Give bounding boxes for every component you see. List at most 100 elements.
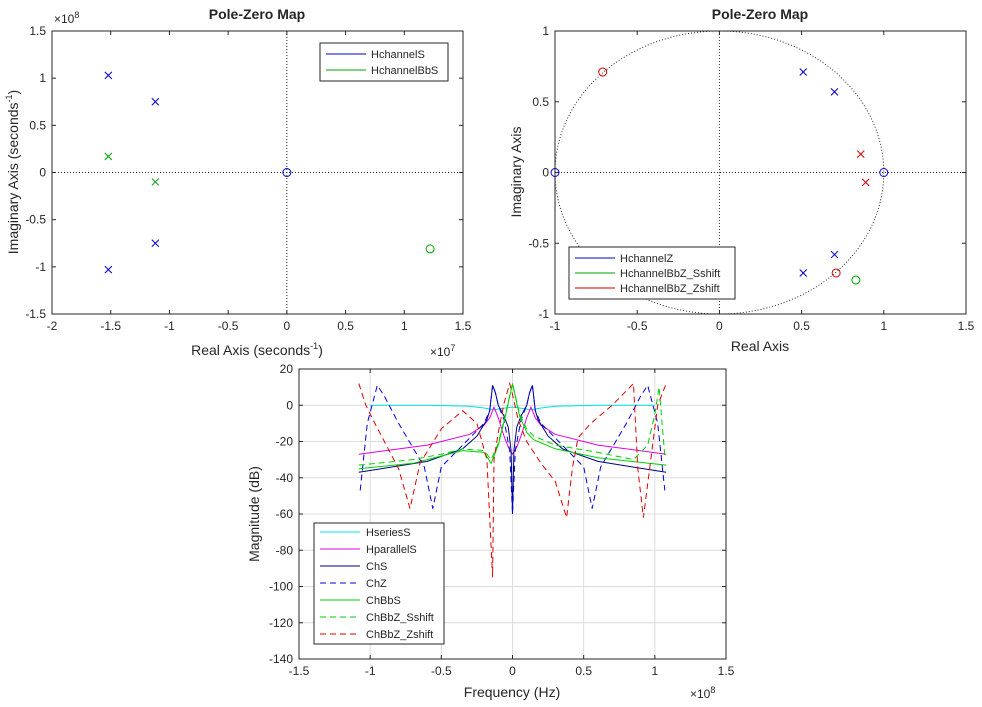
legend-label: HseriesS: [366, 527, 411, 539]
y-tick-label: -40: [276, 471, 294, 485]
y-tick-label: -0.5: [528, 236, 549, 250]
markers: [52, 31, 463, 314]
y-tick-labels: 1 0.5 0 -0.5 -1: [528, 24, 966, 321]
y-axis-label: Imaginary Axis (seconds-1): [4, 90, 21, 254]
series-line-ChS: [358, 385, 667, 515]
x-tick-labels: -1.5 -1 -0.5 0 0.5 1 1.5: [289, 369, 735, 678]
y-tick-label: -100: [269, 580, 293, 594]
x-tick-label: 0: [284, 319, 291, 333]
x-tick-label: 0.5: [793, 319, 810, 333]
y-tick-label: 1.5: [29, 24, 46, 38]
plot-title: Pole-Zero Map: [712, 6, 808, 22]
y-axis-label: Imaginary Axis: [508, 126, 524, 217]
y-tick-label: 0: [286, 398, 293, 412]
unit-circle: [554, 30, 885, 315]
x-tick-label: 0.5: [337, 319, 354, 333]
y-tick-label: 0: [542, 166, 549, 180]
zero-marker: [282, 168, 292, 177]
x-tick-label: 1: [651, 664, 658, 678]
y-tick-label: -60: [276, 507, 294, 521]
plot-title: Pole-Zero Map: [209, 6, 305, 22]
y-tick-label: 0.5: [29, 118, 46, 132]
y-tick-labels: 20 0 -20 -40 -60 -80 -100 -120 -140: [269, 362, 726, 666]
x-axis-label: Real Axis: [731, 338, 789, 354]
x-tick-label: 1: [401, 319, 408, 333]
zero-marker: [831, 268, 841, 278]
zero-marker: [550, 168, 560, 177]
y-tick-label: -120: [269, 616, 293, 630]
legend-label: ChBbS: [366, 595, 401, 607]
x-tick-label: -1: [164, 319, 175, 333]
x-tick-labels: -2 -1.5 -1 -0.5 0 0.5 1 1.5: [47, 31, 472, 333]
y-tick-label: -1: [35, 260, 46, 274]
y-tick-label: 1: [542, 24, 549, 38]
x-tick-label: -0.5: [627, 319, 648, 333]
y-tick-label: -20: [276, 435, 294, 449]
series-line-ChZ: [359, 384, 666, 515]
pole-marker: [856, 150, 865, 158]
y-tick-label: 0: [39, 166, 46, 180]
legend-label: HparallelS: [366, 544, 417, 556]
y-tick-label: -140: [269, 652, 293, 666]
pole-marker: [799, 68, 808, 76]
pole-zero-map-s-plot: Pole-Zero Map -2 -1.5 -1 -0.5 0 0.5 1 1.5 1.510…: [4, 6, 472, 359]
y-axis-label: Magnitude (dB): [246, 466, 262, 562]
x-axis-label: Frequency (Hz): [464, 684, 560, 700]
x-tick-label: -0.5: [431, 664, 452, 678]
x-tick-label: 1: [880, 319, 887, 333]
x-tick-label: 0: [716, 319, 723, 333]
y-tick-label: 20: [280, 362, 294, 376]
pole-marker: [151, 178, 160, 186]
pole-marker: [151, 97, 160, 106]
x-tick-label: 1.5: [455, 319, 472, 333]
y-tick-label: 1: [39, 71, 46, 85]
pole-marker: [830, 250, 839, 259]
series-lines: [358, 381, 667, 578]
x-tick-label: -1: [365, 664, 376, 678]
magnitude-plot: -1.5 -1 -0.5 0 0.5 1 1.5 20 0 -20 -40 -60 -80 -100 -1…: [246, 362, 735, 701]
pole-zero-map-z-plot: Pole-Zero Map -1 -0.5 0 0.5 1 1.5 10.50-0.5-1…: [508, 6, 975, 354]
y-exponent: ×108: [54, 10, 79, 26]
pole-marker: [861, 178, 870, 187]
series-line-ChBbZ_Sshift: [358, 383, 666, 466]
legend-label: ChBbZ_Sshift: [366, 612, 434, 624]
x-tick-label: -1: [550, 319, 561, 333]
x-tick-label: 1.5: [958, 319, 975, 333]
pole-marker: [104, 71, 113, 80]
zero-marker: [425, 244, 435, 254]
pole-marker: [151, 239, 160, 248]
zero-marker: [598, 67, 608, 77]
zero-marker: [879, 168, 889, 177]
y-tick-label: 0.5: [532, 95, 549, 109]
legend: HseriesS HparallelS ChS ChZ ChBbS ChBbZ_…: [313, 522, 445, 645]
series-line-ChBbZ_Zshift: [358, 381, 667, 578]
legend-label: ChZ: [366, 578, 387, 590]
markers: [550, 30, 966, 315]
x-exponent: ×108: [690, 685, 715, 701]
legend-label: HchannelBbZ_Zshift: [620, 283, 720, 295]
pole-marker: [104, 152, 113, 161]
x-tick-label: -2: [47, 319, 58, 333]
x-tick-label: -1.5: [289, 664, 310, 678]
legend: HchannelS HchannelBbS: [319, 42, 449, 82]
x-tick-label: -1.5: [100, 319, 121, 333]
x-tick-label: 0.5: [575, 664, 592, 678]
x-tick-label: 1.5: [718, 664, 735, 678]
x-axis-label: Real Axis (seconds-1): [191, 341, 323, 358]
y-tick-label: -80: [276, 543, 294, 557]
y-tick-labels: 1.5 1 0.5 0 -0.5 -1 -1.5: [25, 24, 463, 321]
legend-label: ChBbZ_Zshift: [366, 629, 433, 641]
legend-label: HchannelS: [371, 49, 425, 61]
y-tick-label: -0.5: [25, 213, 46, 227]
legend: HchannelZ HchannelBbZ_Sshift HchannelBbZ…: [568, 246, 736, 300]
pole-marker: [830, 87, 839, 96]
pole-marker: [104, 265, 113, 274]
legend-label: HchannelZ: [620, 253, 673, 265]
pole-marker: [799, 269, 808, 277]
zero-marker: [851, 275, 861, 285]
legend-label: HchannelBbZ_Sshift: [620, 268, 720, 280]
x-exponent: ×107: [430, 343, 455, 359]
legend-label: ChS: [366, 561, 387, 573]
y-tick-label: -1.5: [25, 307, 46, 321]
x-tick-label: -0.5: [218, 319, 239, 333]
